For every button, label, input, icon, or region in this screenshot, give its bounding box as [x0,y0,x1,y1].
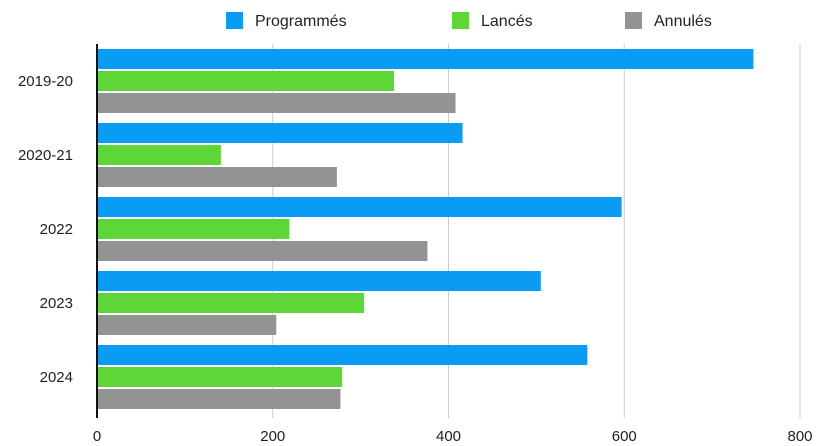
bar-2019-20-Programmés [97,49,754,69]
bar-2023-Lancés [97,293,365,313]
x-axis-ticks: 0 200 400 600 800 [93,428,813,445]
bar-2022-Annulés [97,241,428,261]
x-tick-label: 0 [93,428,101,445]
bar-2023-Programmés [97,271,541,291]
legend-swatch [452,12,469,29]
bar-2024-Lancés [97,367,343,387]
bar-2020-21-Programmés [97,123,463,143]
bar-2019-20-Lancés [97,71,395,91]
bar-2022-Lancés [97,219,290,239]
bar-2024-Programmés [97,345,588,365]
legend: Programmés Lancés Annulés [226,12,712,30]
y-axis-categories: 2019-20 2020-21 2022 2023 2024 [18,73,73,386]
legend-label: Programmés [255,13,347,30]
bar-2022-Programmés [97,197,622,217]
bar-2024-Annulés [97,389,341,409]
y-category-label: 2020-21 [18,147,73,164]
bar-2023-Annulés [97,315,277,335]
x-tick-label: 400 [436,428,461,445]
legend-label: Lancés [481,13,533,30]
bars [97,49,754,409]
bar-2020-21-Annulés [97,167,337,187]
x-tick-label: 600 [612,428,637,445]
legend-swatch [625,12,642,29]
y-category-label: 2019-20 [18,73,73,90]
bar-2020-21-Lancés [97,145,221,165]
y-category-label: 2022 [40,221,73,238]
y-category-label: 2023 [40,295,73,312]
legend-label: Annulés [654,13,712,30]
x-tick-label: 200 [260,428,285,445]
bar-2019-20-Annulés [97,93,456,113]
legend-swatch [226,12,243,29]
y-category-label: 2024 [40,369,73,386]
x-tick-label: 800 [787,428,812,445]
